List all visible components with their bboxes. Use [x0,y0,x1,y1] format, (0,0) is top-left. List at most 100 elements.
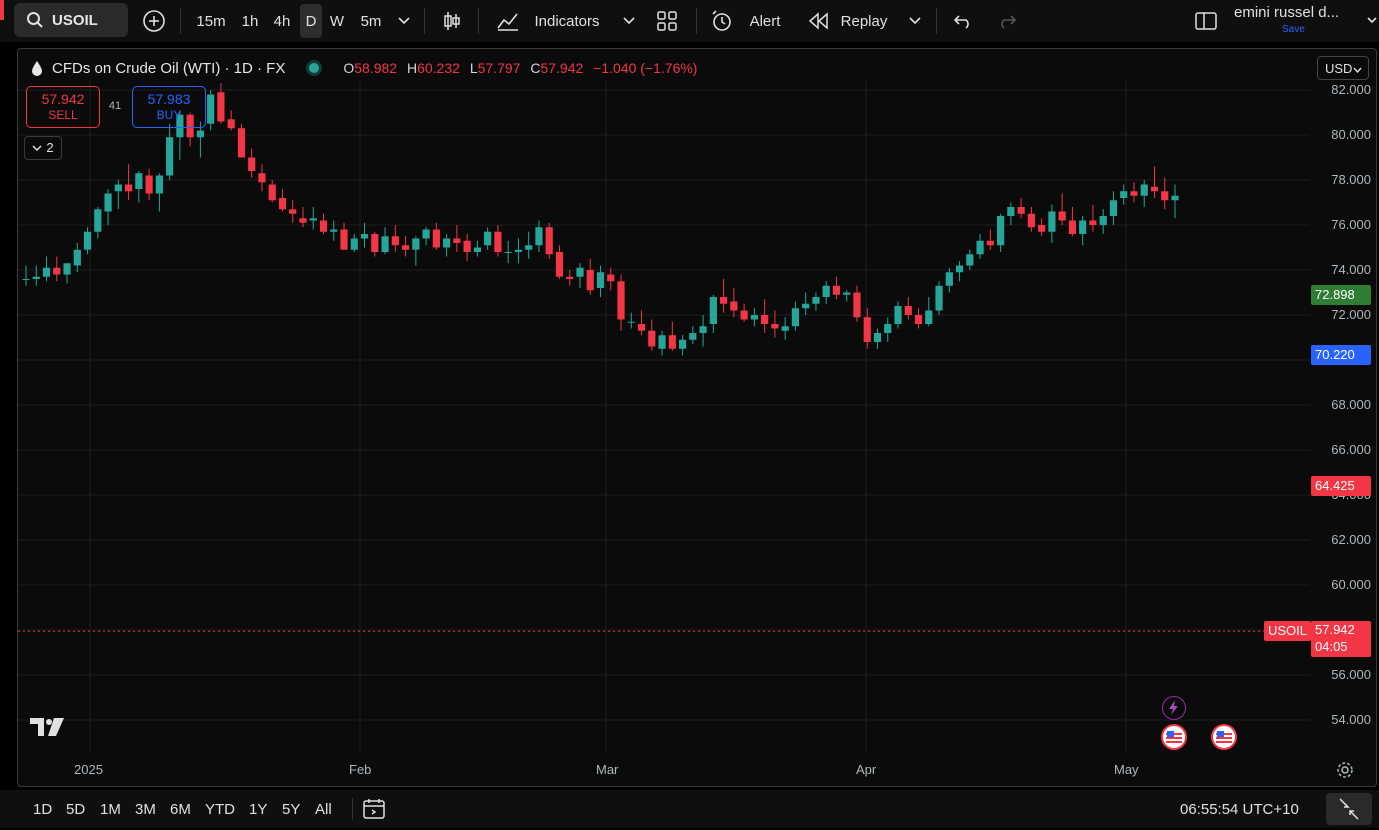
change-value: −1.040 (−1.76%) [593,60,698,76]
save-label: Save [1282,24,1305,35]
interval-5m[interactable]: 5m [360,12,382,30]
chevron-down-icon [1353,67,1362,73]
symbol-name: USOIL [52,11,98,29]
undo-icon [953,15,969,29]
us-flag-icon [1211,724,1237,750]
time-label-mar: Mar [596,762,619,777]
us-economic-event-icon-2[interactable] [1211,724,1237,750]
ma-value-tag: 70.220 [1311,345,1371,365]
tv-logo-icon [30,718,64,736]
low-value: 57.797 [477,60,521,76]
chart-type-button[interactable] [438,0,466,42]
templates-button[interactable] [654,0,680,42]
interval-1h[interactable]: 1h [241,12,259,30]
layout-panel-button[interactable] [1192,0,1220,42]
sell-button[interactable]: 57.942 SELL [26,86,100,128]
search-icon [27,12,43,28]
candles-icon [444,12,460,30]
currency-select[interactable]: USD [1317,56,1369,80]
price-tick-label: 80.000 [1331,127,1371,142]
alarm-clock-icon [712,10,731,31]
tradingview-logo[interactable] [30,716,68,738]
symbol-search[interactable]: USOIL [14,3,128,37]
market-open-dot [309,63,320,73]
chevron-down-icon [32,144,42,151]
indicators-label[interactable]: Indicators [534,12,600,30]
range-ytd[interactable]: YTD [205,801,235,818]
interval-4h[interactable]: 4h [273,12,291,30]
us-economic-event-icon[interactable] [1161,724,1187,750]
sell-label: SELL [48,108,78,122]
chart-legend: CFDs on Crude Oil (WTI) · 1D · FX O58.98… [30,57,697,79]
time-label-2025: 2025 [74,762,103,777]
open-value: 58.982 [354,60,398,76]
supertrend-down-tag: 64.425 [1311,476,1371,496]
alert-button[interactable] [708,0,736,42]
range-1m[interactable]: 1M [100,801,121,818]
layout-name: emini russel d... [1234,4,1340,21]
indicators-collapse-button[interactable]: 2 [24,136,62,160]
chart-pane[interactable] [17,48,1377,787]
price-tick-label: 66.000 [1331,442,1371,457]
calendar-icon [363,799,385,819]
price-tick-label: 62.000 [1331,532,1371,547]
time-label-apr: Apr [856,762,877,777]
currency-label: USD [1325,61,1353,76]
price-tick-label: 78.000 [1331,172,1371,187]
range-5d[interactable]: 5D [66,801,86,818]
grid-icon [657,11,677,31]
redo-icon [1001,15,1017,29]
close-value: 57.942 [540,60,584,76]
sell-price: 57.942 [41,91,85,107]
price-tick-label: 82.000 [1331,82,1371,97]
range-6m[interactable]: 6M [170,801,191,818]
redo-button[interactable] [994,0,1020,42]
price-tick-label: 72.000 [1331,307,1371,322]
clock-timezone[interactable]: 06:55:54 UTC+10 [1180,801,1299,818]
alert-label[interactable]: Alert [749,12,781,30]
last-price-tag: 57.942 04:05 [1311,621,1371,657]
lightning-event-icon[interactable] [1162,696,1186,720]
layout-dropdown[interactable] [1366,0,1378,42]
price-tick-label: 74.000 [1331,262,1371,277]
price-tick-label: 54.000 [1331,712,1371,727]
go-to-date-button[interactable] [362,797,386,821]
undo-button[interactable] [950,0,976,42]
indicators-dropdown[interactable] [620,0,638,42]
ohlc-values: O58.982 H60.232 L57.797 C57.942 −1.040 (… [343,60,698,76]
compare-add-button[interactable] [140,0,168,42]
range-1d[interactable]: 1D [33,801,53,818]
plus-circle-icon [143,10,165,32]
chevron-down-icon [909,17,921,25]
price-tick-label: 68.000 [1331,397,1371,412]
replay-button[interactable] [806,0,832,42]
range-all[interactable]: All [315,801,332,818]
interval-dropdown[interactable] [394,0,414,42]
bottom-toolbar: 1D 5D 1M 3M 6M YTD 1Y 5Y All 06:55:54 UT… [0,790,1379,828]
range-1y[interactable]: 1Y [249,801,268,818]
indicators-icon [497,13,518,31]
chevron-down-icon [398,17,410,25]
time-label-feb: Feb [349,762,372,777]
interval-15m[interactable]: 15m [196,12,226,30]
replay-dropdown[interactable] [906,0,924,42]
layout-name-button[interactable]: emini russel d... Save [1234,4,1364,38]
buy-price: 57.983 [147,91,191,107]
buy-button[interactable]: 57.983 BUY [132,86,206,128]
supertrend-up-tag: 72.898 [1311,285,1371,305]
top-toolbar: USOIL 15m 1h 4h D W 5m Indicators Alert … [0,0,1379,42]
edge-marker [0,0,4,20]
oil-drop-icon [32,61,42,76]
fullscreen-button[interactable] [1326,793,1372,825]
us-flag-icon [1161,724,1187,750]
interval-d[interactable]: D [300,4,322,38]
spread-value: 41 [108,100,122,112]
replay-label[interactable]: Replay [840,12,888,30]
interval-w[interactable]: W [329,12,345,30]
indicators-button[interactable] [494,0,522,42]
collapse-arrows-icon [1339,798,1359,820]
axis-settings-button[interactable] [1336,761,1354,779]
range-3m[interactable]: 3M [135,801,156,818]
range-5y[interactable]: 5Y [282,801,301,818]
price-tick-label: 60.000 [1331,577,1371,592]
